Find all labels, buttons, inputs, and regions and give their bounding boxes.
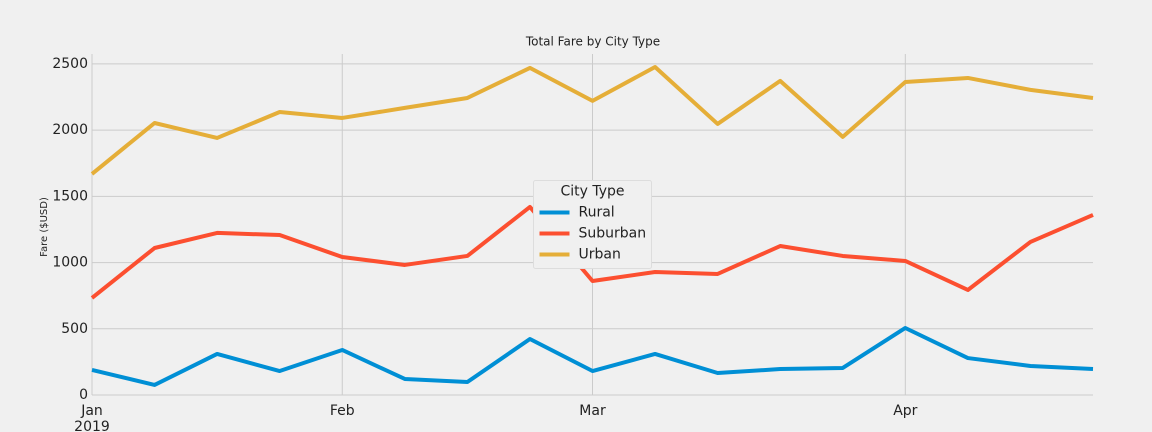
legend-label: Urban [579,247,621,263]
x-tick-label: Jan 2019 [74,403,110,432]
y-tick-label: 500 [61,321,88,337]
legend: City Type Rural Suburban Urban [533,180,652,269]
series-line [90,204,1094,300]
x-tick-label: Apr [893,403,917,419]
x-tick-label: Feb [330,403,355,419]
y-tick-label: 1000 [52,255,88,271]
y-tick-label: 0 [79,387,88,403]
series-line [91,325,1094,387]
legend-box [533,180,652,269]
y-tick-label: 2000 [52,122,88,138]
y-axis-label: Fare ($USD) [39,197,50,257]
chart-title: Total Fare by City Type [525,35,660,49]
y-tick-label: 2500 [52,56,88,72]
legend-label: Rural [579,205,615,221]
y-tick-label: 1500 [52,188,88,204]
legend-label: Suburban [579,226,647,242]
series-line [90,64,1094,176]
legend-title: City Type [560,184,624,200]
x-tick-label: Mar [579,403,606,419]
